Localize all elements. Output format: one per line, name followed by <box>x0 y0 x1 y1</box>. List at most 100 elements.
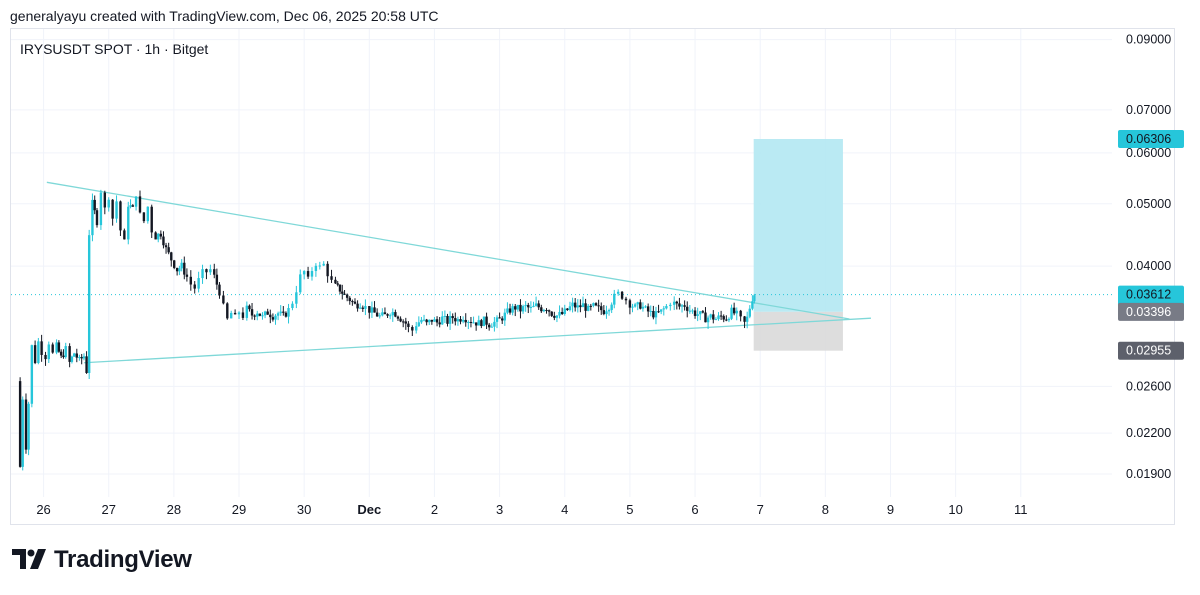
candle-body <box>490 326 493 328</box>
candle-body <box>696 314 699 316</box>
candle-body <box>299 274 302 293</box>
candle-body <box>665 306 668 309</box>
candle-body <box>675 301 679 304</box>
candle-body <box>209 269 212 273</box>
candle-body <box>343 293 346 295</box>
tradingview-logo[interactable]: TradingView <box>12 546 192 574</box>
candle-body <box>571 302 574 307</box>
candle-body <box>222 295 225 304</box>
candle-body <box>383 312 387 315</box>
candle-body <box>540 307 543 312</box>
candle-body <box>610 304 613 311</box>
candle-body <box>103 192 107 208</box>
x-tick-label: 8 <box>822 502 829 517</box>
price-label-stop <box>1118 341 1184 360</box>
candle-body <box>205 269 208 273</box>
candle-body <box>269 314 272 318</box>
candle-body <box>514 306 517 310</box>
candle-body <box>649 310 652 312</box>
candle-body <box>555 315 559 318</box>
candle-body <box>657 311 660 313</box>
candle-body <box>351 301 354 303</box>
chart-frame[interactable] <box>10 28 1175 525</box>
candle-body <box>616 291 620 294</box>
candle-body <box>613 293 616 305</box>
candle-body <box>95 210 99 226</box>
candle-body <box>193 284 196 289</box>
candle-body <box>433 319 436 322</box>
candle-body <box>628 300 632 308</box>
candle-body <box>441 316 444 325</box>
candle-body <box>341 291 344 294</box>
candle-body <box>680 305 684 307</box>
candle-body <box>563 308 566 314</box>
candle-body <box>644 306 647 308</box>
candle-body <box>310 271 314 277</box>
candle-body <box>119 201 122 231</box>
price-label-stop-value: 0.02955 <box>1126 344 1171 358</box>
candle-body <box>474 322 478 326</box>
candle-body <box>306 271 310 277</box>
candle-body <box>673 301 676 305</box>
y-tick-label: 0.02200 <box>1126 426 1171 440</box>
candle-body <box>529 306 533 308</box>
candle-body <box>33 345 37 364</box>
candle-body <box>714 319 718 321</box>
candle-body <box>735 310 738 314</box>
candle-body <box>375 312 379 317</box>
candle-body <box>30 345 34 404</box>
candle-body <box>68 346 71 362</box>
candle-body <box>284 312 288 317</box>
candle-body <box>388 315 392 317</box>
candle-body <box>537 303 540 308</box>
symbol-title[interactable]: IRYSUSDT SPOT · 1h · Bitget <box>20 41 209 57</box>
candle-body <box>683 305 686 307</box>
candle-body <box>276 313 280 316</box>
candle-body <box>503 312 507 321</box>
candle-body <box>263 311 267 316</box>
candle-body <box>560 311 564 314</box>
candle-body <box>654 311 658 318</box>
candle-body <box>411 327 414 331</box>
x-tick-label: 7 <box>757 502 764 517</box>
target-zone <box>753 138 843 312</box>
candle-body <box>506 308 509 313</box>
candle-body <box>287 308 290 317</box>
candle-body <box>159 233 163 237</box>
candle-body <box>501 318 504 321</box>
candle-body <box>40 341 43 355</box>
candle-body <box>425 319 428 323</box>
candle-body <box>370 307 374 313</box>
candle-body <box>131 205 135 207</box>
candle-body <box>353 301 357 304</box>
candle-body <box>70 356 74 362</box>
y-tick-label: 0.01900 <box>1126 467 1171 481</box>
candle-body <box>201 269 204 279</box>
candle-body <box>266 311 269 315</box>
price-label-target <box>1118 129 1184 148</box>
candle-body <box>57 342 61 352</box>
candle-body <box>553 315 556 318</box>
candle-body <box>415 326 418 331</box>
candle-body <box>18 381 22 467</box>
x-tick-label: 26 <box>36 502 50 517</box>
candle-body <box>722 316 725 320</box>
candle-body <box>91 199 94 236</box>
candle-body <box>448 316 452 324</box>
candle-body <box>420 319 423 323</box>
candle-body <box>534 303 538 306</box>
candle-body <box>138 196 142 213</box>
x-tick-label: 3 <box>496 502 503 517</box>
candle-body <box>545 310 548 312</box>
candle-body <box>59 351 63 356</box>
candle-body <box>47 344 50 360</box>
candle-body <box>624 298 628 301</box>
candle-body <box>636 302 639 305</box>
candle-body <box>167 247 170 253</box>
candle-body <box>154 232 157 240</box>
x-tick-label: 4 <box>561 502 568 517</box>
candle-body <box>261 315 264 317</box>
candle-body <box>521 306 525 312</box>
trendline-ascending-support <box>83 317 871 364</box>
